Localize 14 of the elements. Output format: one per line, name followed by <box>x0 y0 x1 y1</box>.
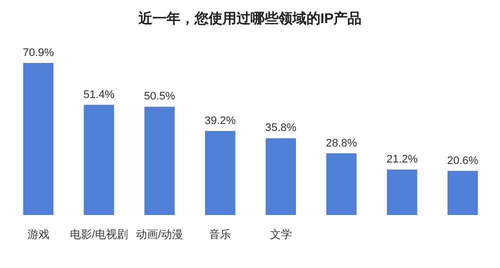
data-label: 20.6% <box>447 154 478 167</box>
chart-title: 近一年，您使用过哪些领域的IP产品 <box>137 10 362 26</box>
data-label: 51.4% <box>83 88 115 101</box>
data-label: 28.8% <box>326 137 358 150</box>
data-label: 70.9% <box>22 47 54 59</box>
data-label: 50.5% <box>144 90 176 103</box>
data-label: 35.8% <box>265 122 297 134</box>
x-tick-label: 音乐 <box>209 228 232 241</box>
data-label: 39.2% <box>204 114 236 127</box>
x-tick-label: 文学 <box>270 228 292 241</box>
data-label: 21.2% <box>386 154 418 166</box>
x-tick-label: 电影/电视剧 <box>70 228 128 241</box>
x-tick-label: 游戏 <box>27 228 50 241</box>
x-tick-label: 动画/动漫 <box>136 229 184 241</box>
